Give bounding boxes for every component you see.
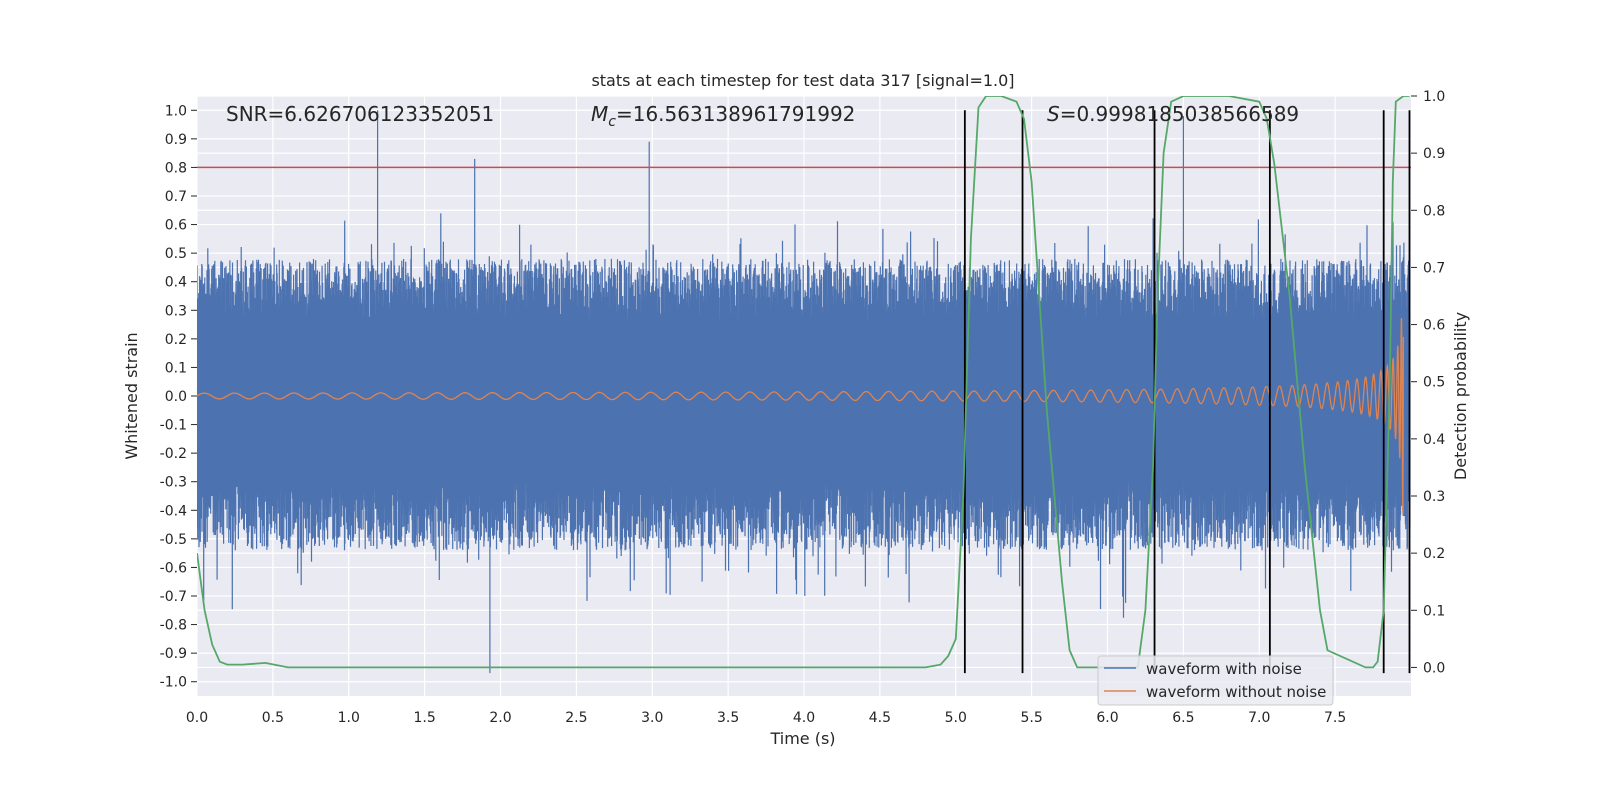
snr-annotation: SNR=6.626706123352051 bbox=[226, 102, 494, 126]
x-axis: 0.0 0.5 1.0 1.5 2.0 2.5 3.0 3.5 4.0 4.5 5.0 5.5 6.0 6… bbox=[186, 710, 1346, 726]
x-tick-label: 6.0 bbox=[1096, 710, 1118, 726]
y-tick-label: -1.0 bbox=[160, 675, 187, 691]
x-tick-label: 0.0 bbox=[186, 710, 208, 726]
y-tick-label: 0.3 bbox=[165, 303, 187, 319]
plot-series bbox=[197, 96, 1411, 674]
y-tick-label: -0.1 bbox=[160, 418, 187, 434]
y-tick-label: -0.2 bbox=[160, 446, 187, 462]
y-axis-label: Whitened strain bbox=[122, 332, 141, 459]
x-tick-label: 5.5 bbox=[1020, 710, 1042, 726]
x-tick-label: 3.5 bbox=[717, 710, 739, 726]
y-axis-left: 1.0 0.9 0.8 0.7 0.6 0.5 0.4 0.3 0.2 0.1 0.0 -0.1 -0.… bbox=[160, 103, 197, 691]
y2-tick-label: 0.7 bbox=[1423, 260, 1445, 276]
y2-tick-label: 0.8 bbox=[1423, 203, 1445, 219]
y2-tick-label: 1.0 bbox=[1423, 89, 1445, 105]
x-tick-label: 2.5 bbox=[565, 710, 587, 726]
y-tick-label: 0.4 bbox=[165, 275, 187, 291]
x-tick-label: 7.0 bbox=[1248, 710, 1270, 726]
x-tick-label: 4.0 bbox=[793, 710, 815, 726]
statistic-symbol: S bbox=[1047, 102, 1060, 126]
x-tick-label: 7.5 bbox=[1324, 710, 1346, 726]
series-waveform-without-noise bbox=[197, 317, 1405, 514]
legend-label-with-noise: waveform with noise bbox=[1146, 660, 1302, 678]
y-tick-label: -0.6 bbox=[160, 560, 187, 576]
y-tick-label: 0.6 bbox=[165, 218, 187, 234]
y-tick-label: 0.0 bbox=[165, 389, 187, 405]
y-tick-label: 0.1 bbox=[165, 360, 187, 376]
y2-tick-label: 0.0 bbox=[1423, 660, 1445, 676]
x-tick-label: 1.0 bbox=[338, 710, 360, 726]
series-waveform-with-noise bbox=[197, 110, 1411, 674]
x-tick-label: 2.0 bbox=[489, 710, 511, 726]
x-tick-label: 5.0 bbox=[945, 710, 967, 726]
y-axis-right: 1.0 0.9 0.8 0.7 0.6 0.5 0.4 0.3 0.2 0.1 0.0 bbox=[1411, 89, 1445, 676]
y2-tick-label: 0.5 bbox=[1423, 375, 1445, 391]
legend: waveform with noise waveform without noi… bbox=[1097, 655, 1334, 706]
y2-tick-label: 0.6 bbox=[1423, 318, 1445, 334]
y-tick-label: -0.8 bbox=[160, 618, 187, 634]
y-tick-label: 0.8 bbox=[165, 160, 187, 176]
y-tick-label: 0.7 bbox=[165, 189, 187, 205]
chart-title: stats at each timestep for test data 317… bbox=[591, 71, 1014, 90]
chirp-mass-subscript: c bbox=[608, 114, 616, 130]
y-tick-label: 1.0 bbox=[165, 103, 187, 119]
y2-tick-label: 0.1 bbox=[1423, 603, 1445, 619]
y-tick-label: -0.9 bbox=[160, 646, 187, 662]
x-tick-label: 1.5 bbox=[413, 710, 435, 726]
y-tick-label: 0.9 bbox=[165, 132, 187, 148]
x-tick-label: 3.0 bbox=[641, 710, 663, 726]
x-axis-label: Time (s) bbox=[769, 729, 835, 748]
series-detection-probability bbox=[197, 96, 1410, 669]
x-tick-label: 4.5 bbox=[869, 710, 891, 726]
y-tick-label: 0.2 bbox=[165, 332, 187, 348]
chirp-mass-annotation: Mc=16.563138961791992 bbox=[591, 102, 855, 130]
chirp-mass-symbol: M bbox=[591, 102, 608, 126]
y2-tick-label: 0.2 bbox=[1423, 546, 1445, 562]
y-tick-label: -0.7 bbox=[160, 589, 187, 605]
x-tick-label: 0.5 bbox=[262, 710, 284, 726]
chirp-mass-value: =16.563138961791992 bbox=[616, 102, 855, 126]
statistic-annotation: S=0.9998185038566589 bbox=[1047, 102, 1299, 126]
y-tick-label: 0.5 bbox=[165, 246, 187, 262]
y2-tick-label: 0.3 bbox=[1423, 489, 1445, 505]
y-tick-label: -0.3 bbox=[160, 475, 187, 491]
y2-tick-label: 0.4 bbox=[1423, 432, 1445, 448]
statistic-value: =0.9998185038566589 bbox=[1060, 102, 1299, 126]
y2-axis-label: Detection probability bbox=[1451, 312, 1470, 480]
legend-label-without-noise: waveform without noise bbox=[1146, 683, 1326, 701]
y-tick-label: -0.5 bbox=[160, 532, 187, 548]
y-tick-label: -0.4 bbox=[160, 503, 187, 519]
x-tick-label: 6.5 bbox=[1172, 710, 1194, 726]
y2-tick-label: 0.9 bbox=[1423, 146, 1445, 162]
